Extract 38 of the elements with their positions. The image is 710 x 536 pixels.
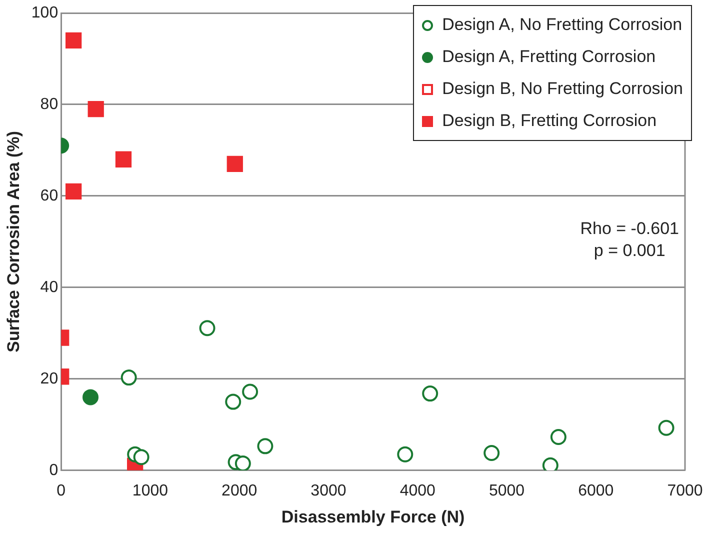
point [66, 183, 82, 200]
x-tick-label: 5000 [488, 482, 525, 500]
x-axis-title: Disassembly Force (N) [281, 507, 465, 526]
point [120, 370, 137, 386]
point [234, 456, 251, 470]
annotation: p = 0.001 [592, 240, 666, 262]
y-tick-label: 20 [40, 370, 58, 388]
point [484, 445, 500, 462]
x-tick-label: 4000 [400, 482, 436, 500]
legend-label: Design A, Fretting Corrosion [442, 47, 656, 67]
legend-label: Design B, Fretting Corrosion [442, 111, 657, 131]
point [226, 156, 243, 172]
point [658, 420, 674, 436]
point [242, 384, 258, 400]
x-tick-label: 1000 [132, 482, 168, 500]
point [199, 320, 216, 336]
y-tick-label: 80 [40, 96, 58, 113]
y-axis-title: Surface Corrosion Area (%) [4, 131, 23, 352]
legend-label: Design B, No Fretting Corrosion [442, 79, 683, 99]
x-tick-label: 7000 [667, 482, 703, 500]
legend-label: Design A, No Fretting Corrosion [442, 15, 682, 35]
point [397, 446, 414, 462]
point [88, 100, 104, 118]
y-tick-label: 0 [49, 462, 58, 479]
point [422, 386, 438, 402]
x-tick-label: 6000 [578, 482, 614, 500]
point [257, 438, 274, 454]
x-tick-label: 2000 [222, 482, 258, 500]
annotation: Rho = -0.601 [580, 218, 679, 240]
point [225, 394, 242, 410]
y-tick-label: 100 [31, 4, 58, 22]
y-tick-label: 40 [40, 278, 58, 296]
y-tick-label: 60 [40, 187, 58, 204]
point [66, 32, 82, 49]
point [115, 151, 132, 168]
point [550, 429, 566, 446]
point [133, 449, 150, 466]
x-tick-label: 3000 [310, 482, 346, 500]
